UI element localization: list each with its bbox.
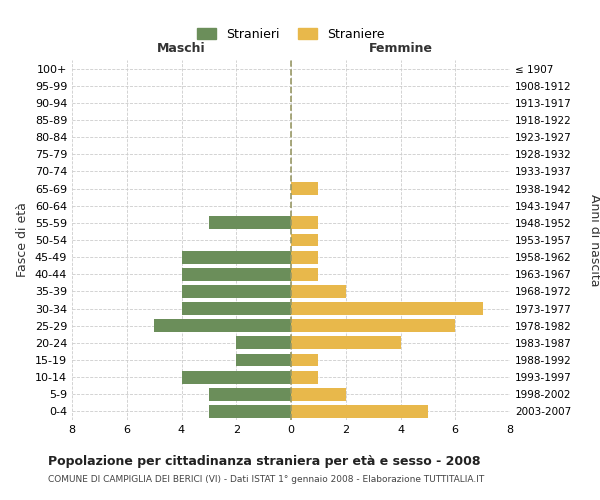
Bar: [291, 268, 319, 280]
Bar: [182, 268, 291, 280]
Text: COMUNE DI CAMPIGLIA DEI BERICI (VI) - Dati ISTAT 1° gennaio 2008 - Elaborazione : COMUNE DI CAMPIGLIA DEI BERICI (VI) - Da…: [48, 475, 484, 484]
Bar: [291, 320, 455, 332]
Bar: [182, 370, 291, 384]
Bar: [182, 250, 291, 264]
Y-axis label: Anni di nascita: Anni di nascita: [588, 194, 600, 286]
Bar: [209, 388, 291, 400]
Bar: [291, 336, 401, 349]
Bar: [209, 216, 291, 230]
Y-axis label: Fasce di età: Fasce di età: [16, 202, 29, 278]
Bar: [291, 354, 319, 366]
Bar: [291, 216, 319, 230]
Text: Femmine: Femmine: [368, 42, 433, 55]
Bar: [291, 250, 319, 264]
Bar: [236, 354, 291, 366]
Bar: [236, 336, 291, 349]
Text: Maschi: Maschi: [157, 42, 206, 55]
Bar: [209, 405, 291, 418]
Bar: [291, 370, 319, 384]
Bar: [291, 182, 319, 195]
Bar: [291, 285, 346, 298]
Text: Popolazione per cittadinanza straniera per età e sesso - 2008: Popolazione per cittadinanza straniera p…: [48, 455, 481, 468]
Bar: [182, 285, 291, 298]
Bar: [291, 302, 482, 315]
Legend: Stranieri, Straniere: Stranieri, Straniere: [193, 23, 389, 46]
Bar: [291, 405, 428, 418]
Bar: [182, 302, 291, 315]
Bar: [291, 388, 346, 400]
Bar: [291, 234, 319, 246]
Bar: [154, 320, 291, 332]
